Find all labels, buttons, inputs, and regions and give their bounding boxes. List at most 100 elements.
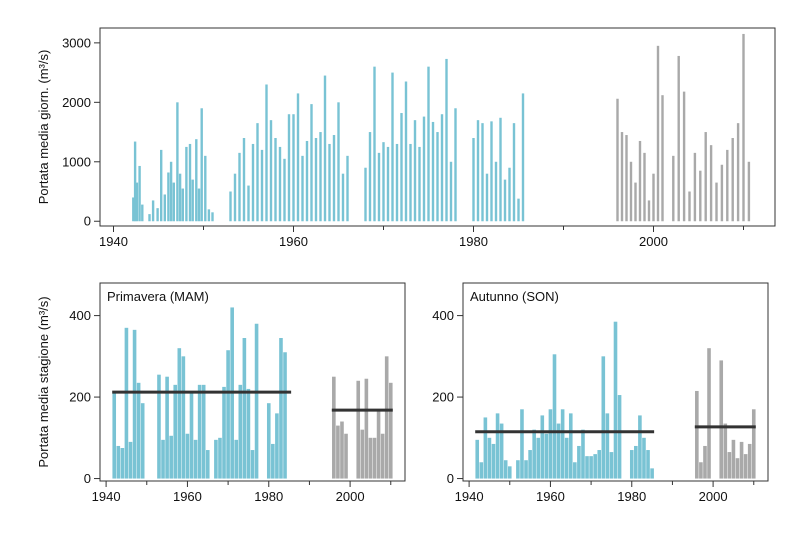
daily-bar	[731, 138, 734, 222]
autumn-ytick-label: 400	[432, 308, 454, 323]
daily-bar	[395, 143, 399, 222]
daily-bar	[413, 120, 417, 222]
autumn-xtick-label: 1940	[455, 489, 484, 504]
daily-bar	[197, 188, 201, 222]
autumn-bar	[528, 450, 532, 479]
autumn-bar	[548, 409, 553, 479]
spring-xtick-label: 1960	[173, 489, 202, 504]
daily-bar	[191, 179, 194, 222]
daily-bar	[323, 75, 327, 222]
daily-ytick-label: 1000	[62, 154, 91, 169]
autumn-bar	[536, 437, 541, 479]
daily-bar	[242, 138, 246, 222]
daily-xtick-label: 1980	[459, 234, 488, 249]
autumn-bar	[495, 413, 500, 479]
daily-bar	[704, 132, 707, 222]
spring-bar	[254, 323, 259, 479]
daily-bar	[319, 132, 322, 222]
spring-bar	[360, 429, 365, 479]
daily-bar	[138, 165, 141, 222]
autumn-bar	[516, 460, 520, 479]
daily-bar	[672, 155, 675, 222]
daily-bar	[656, 45, 660, 222]
daily-discharge-ylabel: Portata media giorn. (m³/s)	[36, 50, 51, 205]
spring-xtick-label: 1940	[92, 489, 121, 504]
daily-bar	[233, 173, 237, 222]
daily-bar	[251, 143, 255, 222]
daily-bar	[476, 120, 480, 222]
daily-bar	[688, 191, 691, 222]
autumn-bar	[479, 462, 484, 479]
daily-bar	[301, 155, 304, 222]
daily-bar	[616, 98, 619, 222]
spring-bar	[197, 384, 202, 479]
autumn-bar	[731, 439, 736, 479]
autumn-bar	[646, 450, 650, 479]
spring-bar	[271, 443, 275, 479]
daily-bar	[274, 138, 277, 222]
daily-bar	[204, 155, 207, 222]
daily-bar	[445, 58, 448, 222]
daily-bar	[499, 117, 502, 222]
spring-bar	[165, 376, 169, 479]
daily-bar	[181, 188, 184, 222]
spring-bar	[201, 384, 206, 479]
autumn-bar	[634, 445, 638, 479]
daily-bar	[287, 114, 291, 222]
daily-bar	[332, 135, 336, 222]
daily-bar	[454, 108, 457, 222]
autumn-bar	[642, 437, 646, 479]
daily-bar	[178, 173, 182, 222]
daily-bar	[133, 141, 137, 222]
spring-ytick-label: 400	[69, 308, 91, 323]
autumn-bar	[719, 360, 724, 479]
daily-xtick-label: 1940	[99, 234, 128, 249]
spring-bar	[388, 382, 393, 479]
daily-bar	[382, 142, 385, 222]
daily-bar	[418, 146, 421, 222]
autumn-ytick-label: 0	[447, 471, 454, 486]
spring-bar	[364, 378, 369, 479]
spring-bar	[124, 327, 129, 479]
daily-bar	[278, 146, 282, 222]
spring-bar	[136, 382, 141, 479]
spring-bar	[242, 338, 247, 479]
spring-bar	[332, 376, 336, 479]
spring-bar	[214, 439, 218, 479]
daily-bar	[185, 146, 188, 222]
daily-bar	[490, 121, 493, 222]
daily-bar	[625, 135, 628, 222]
daily-bar	[167, 172, 170, 222]
daily-xtick-label: 2000	[639, 234, 668, 249]
autumn-bar	[491, 443, 496, 479]
spring-bar	[238, 384, 243, 479]
spring-mean-lines	[112, 390, 393, 412]
autumn-bar	[629, 450, 634, 479]
daily-bar	[620, 132, 624, 222]
spring-bar	[336, 425, 340, 479]
spring-xtick-label: 1980	[254, 489, 283, 504]
autumn-bar	[560, 409, 565, 479]
daily-bar	[337, 102, 340, 222]
daily-bar	[176, 102, 179, 222]
spring-bar	[222, 386, 226, 479]
daily-bar	[386, 146, 390, 222]
daily-bar	[292, 114, 295, 222]
daily-bar	[726, 149, 729, 222]
daily-bar	[693, 152, 697, 222]
daily-bar	[736, 123, 740, 222]
daily-bar	[169, 161, 173, 222]
daily-bar	[156, 208, 159, 222]
daily-bar	[256, 123, 259, 222]
daily-bar	[207, 209, 211, 222]
autumn-xtick-label: 1960	[536, 489, 565, 504]
daily-bar	[503, 179, 507, 222]
spring-title: Primavera (MAM)	[107, 289, 209, 304]
autumn-bar	[613, 321, 618, 479]
spring-bar	[283, 352, 287, 479]
daily-bar	[314, 138, 318, 222]
daily-discharge-ticks: 1940 1960 1980 2000 0 1000 2000 3000	[62, 35, 744, 249]
spring-bar	[189, 390, 194, 479]
